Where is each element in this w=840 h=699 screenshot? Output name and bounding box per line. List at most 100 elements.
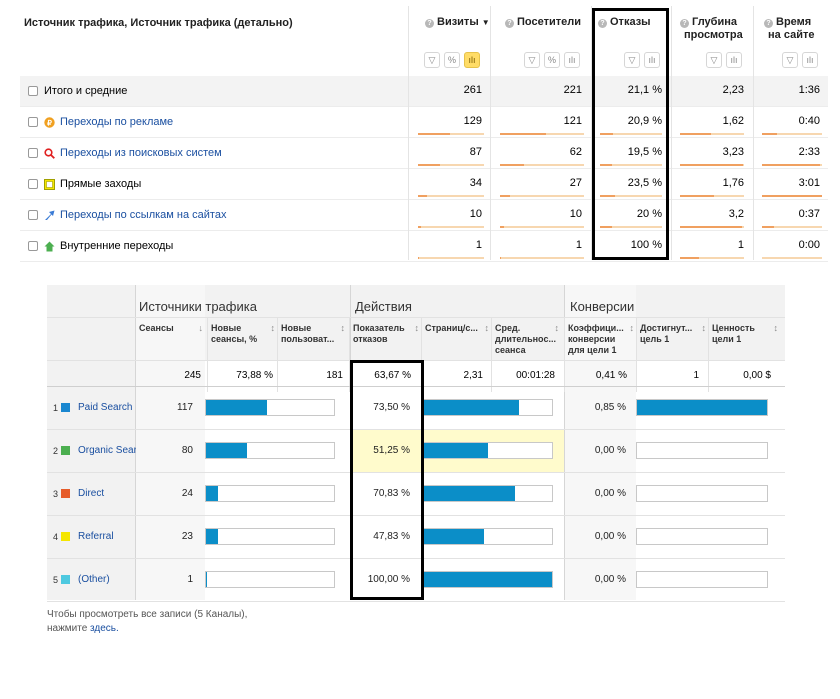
cell-value: 87 <box>469 146 482 158</box>
column-header[interactable]: Страниц/с... ↕ <box>425 323 489 334</box>
column-title: Отказы <box>610 16 651 28</box>
sort-icon[interactable]: ↕ <box>701 323 707 333</box>
row-checkbox[interactable] <box>28 148 38 158</box>
cell-value: 21,1 % <box>627 84 662 96</box>
column-header-line3: сеанса <box>495 345 526 355</box>
sort-icon[interactable]: ↕ <box>554 323 560 333</box>
source-link[interactable]: Paid Search <box>78 402 133 413</box>
source-link[interactable]: Referral <box>78 531 114 542</box>
column-header-line1: Новые <box>281 323 312 333</box>
row-label[interactable]: Переходы по рекламе <box>60 116 174 128</box>
totals-bottom-line <box>47 386 785 387</box>
row-name: Внутренние переходы <box>28 231 173 261</box>
column-divider <box>753 6 754 260</box>
sort-icon[interactable]: ↕ <box>773 323 779 333</box>
bar-chart-icon[interactable]: ılı <box>564 52 580 68</box>
bar-chart-icon[interactable]: ılı <box>644 52 660 68</box>
sort-icon[interactable]: ↕ <box>340 323 346 333</box>
help-icon[interactable]: ? <box>505 19 514 28</box>
percent-icon[interactable]: % <box>444 52 460 68</box>
source-link[interactable]: Organic Search <box>78 445 136 456</box>
column-tools: ▽% ılı <box>424 52 480 68</box>
table-row: Переходы из поисковых систем 87 62 19,5 % 3,… <box>20 138 828 169</box>
column-header[interactable]: Сред. длительнос... сеанса ↕ <box>495 323 559 356</box>
sort-icon[interactable]: ↕ <box>629 323 635 333</box>
cell-value: 34 <box>469 177 482 189</box>
show-all-link[interactable]: здесь. <box>90 623 119 634</box>
column-header-depth[interactable]: ? Глубина просмотра <box>680 16 743 85</box>
source-link[interactable]: Direct <box>78 488 105 499</box>
conversion-bar <box>636 528 768 545</box>
row-label: Прямые заходы <box>60 178 142 190</box>
help-icon[interactable]: ? <box>680 19 689 28</box>
column-header[interactable]: Сеансы ↓ <box>139 323 203 334</box>
internal-icon <box>44 241 55 252</box>
analytics-report-table: Источники трафика Действия Конверсии Сеансы… <box>47 285 785 635</box>
help-icon[interactable]: ? <box>598 19 607 28</box>
column-header[interactable]: Коэффици... конверсии для цели 1 ↕ <box>568 323 634 356</box>
value-bar <box>680 133 744 135</box>
row-checkbox[interactable] <box>28 210 38 220</box>
column-header-time[interactable]: ? Время на сайте <box>764 16 814 85</box>
filter-icon[interactable]: ▽ <box>524 52 540 68</box>
filter-icon[interactable]: ▽ <box>424 52 440 68</box>
row-checkbox[interactable] <box>28 117 38 127</box>
new-sessions-bar <box>205 571 335 588</box>
help-icon[interactable]: ? <box>425 19 434 28</box>
column-header-line1: Страниц/с... <box>425 323 478 333</box>
column-group-3: Конверсии <box>570 299 635 314</box>
cell-value: 1,76 <box>722 177 744 189</box>
column-header[interactable]: Достигнут... цель 1 ↕ <box>640 323 706 345</box>
row-name: Итого и средние <box>28 76 127 106</box>
value-bar <box>762 257 822 259</box>
cell-value: 1 <box>475 239 482 251</box>
row-label[interactable]: Переходы из поисковых систем <box>60 147 222 159</box>
bar-chart-icon[interactable]: ılı <box>802 52 818 68</box>
column-header[interactable]: Новые пользоват... ↕ <box>281 323 345 345</box>
row-label[interactable]: Переходы по ссылкам на сайтах <box>60 209 227 221</box>
filter-icon[interactable]: ▽ <box>706 52 722 68</box>
pages-per-session-bar <box>423 399 553 416</box>
row-checkbox[interactable] <box>28 179 38 189</box>
help-icon[interactable]: ? <box>764 19 773 28</box>
source-link[interactable]: (Other) <box>78 574 110 585</box>
bar-chart-icon[interactable]: ılı <box>726 52 742 68</box>
sort-icon[interactable]: ↓ <box>198 323 204 333</box>
value-bar <box>680 226 744 228</box>
filter-icon[interactable]: ▽ <box>782 52 798 68</box>
sort-icon[interactable]: ↕ <box>270 323 276 333</box>
percent-icon[interactable]: % <box>544 52 560 68</box>
column-header[interactable]: Ценность цели 1 ↕ <box>712 323 778 345</box>
value-bar <box>762 133 822 135</box>
table-row: ₽ Переходы по рекламе 129 121 20,9 % 1,62 0:40 <box>20 107 828 138</box>
column-header-line1: Новые <box>211 323 242 333</box>
column-header-visitors[interactable]: ? Посетители <box>505 16 581 85</box>
sort-icon[interactable]: ↕ <box>484 323 490 333</box>
column-header-visits[interactable]: ? Визиты ▼ <box>425 16 490 85</box>
value-bar <box>762 164 822 166</box>
cell-value: 1:36 <box>798 84 820 96</box>
sort-icon[interactable]: ↕ <box>414 323 420 333</box>
bar-chart-icon[interactable]: ılı <box>464 52 480 68</box>
column-header[interactable]: Показатель отказов ↕ <box>353 323 419 345</box>
column-header[interactable]: Новые сеансы, % ↕ <box>211 323 275 345</box>
value-bar <box>500 133 584 135</box>
sessions-column-background <box>135 285 205 600</box>
row-name: Прямые заходы <box>28 169 141 199</box>
row-checkbox[interactable] <box>28 241 38 251</box>
sort-desc-icon: ▼ <box>481 18 490 27</box>
row-checkbox[interactable] <box>28 86 38 96</box>
cell-value: 10 <box>469 208 482 220</box>
value-bar <box>418 133 484 135</box>
row-number: 5 <box>53 575 74 585</box>
column-tools: ▽ ılı <box>706 52 742 68</box>
cell-value: 261 <box>463 84 482 96</box>
cell-value: 1 <box>575 239 582 251</box>
total-value: 2,31 <box>463 370 483 381</box>
column-header-line2: длительнос... <box>495 334 556 344</box>
search-engine-icon <box>44 147 55 159</box>
filter-icon[interactable]: ▽ <box>624 52 640 68</box>
column-header-bounce[interactable]: ? Отказы <box>598 16 651 85</box>
column-divider <box>591 6 592 260</box>
series-color-swatch <box>61 489 71 498</box>
